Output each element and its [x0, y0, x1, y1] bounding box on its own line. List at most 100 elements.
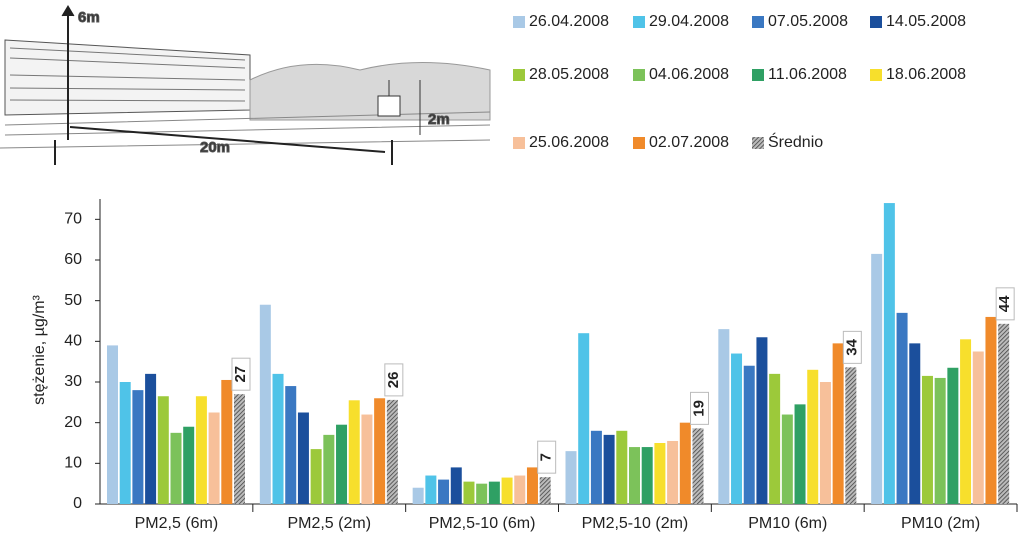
bar: [526, 467, 538, 504]
value-label: 19: [690, 400, 707, 417]
legend-swatch: [752, 137, 764, 149]
value-label-box: [690, 391, 709, 425]
bar: [896, 312, 908, 504]
bar: [998, 323, 1010, 504]
legend-label: Średnio: [768, 132, 823, 151]
value-label-box: [537, 440, 557, 474]
bar: [947, 367, 959, 504]
bar: [374, 398, 386, 504]
bar: [157, 396, 169, 504]
bar: [259, 304, 271, 504]
legend-label: 14.05.2008: [886, 13, 966, 30]
bar: [132, 390, 144, 504]
bar: [476, 483, 488, 504]
bar: [629, 447, 640, 504]
legend-label: 11.06.2008: [768, 66, 847, 83]
bar: [756, 337, 768, 504]
y-axis-label: stężenie, µg/m³: [31, 294, 48, 404]
bar: [972, 351, 984, 504]
legend-label: 25.06.2008: [529, 134, 609, 151]
value-label-box: [384, 363, 404, 397]
legend-swatch: [513, 16, 525, 28]
legend-label: 02.07.2008: [649, 134, 729, 151]
bar: [336, 424, 348, 504]
value-label-box: [231, 357, 251, 391]
bar: [183, 426, 195, 504]
value-label: 44: [996, 295, 1013, 312]
y-tick-label: 70: [64, 211, 82, 228]
x-tick-label: PM2,5 (6m): [135, 515, 219, 532]
legend-swatch: [870, 16, 882, 28]
y-tick-label: 10: [64, 455, 82, 472]
bar: [297, 412, 309, 504]
bar: [501, 477, 513, 504]
legend-swatch: [752, 16, 764, 28]
bar: [208, 412, 220, 504]
x-tick-label: PM2,5-10 (2m): [582, 515, 689, 532]
bar: [871, 253, 883, 504]
height-label: 2m: [428, 111, 450, 128]
bar: [934, 377, 946, 504]
distance-label: 20m: [200, 139, 230, 156]
legend-swatch: [633, 16, 645, 28]
bar: [603, 434, 615, 504]
bar: [463, 481, 475, 504]
y-tick-label: 30: [64, 373, 82, 390]
bar: [616, 430, 628, 504]
bar: [718, 329, 730, 504]
bar: [578, 333, 590, 504]
bar: [107, 345, 118, 504]
legend-label: 28.05.2008: [529, 66, 609, 83]
legend-label: 07.05.2008: [768, 13, 848, 30]
bar: [361, 414, 373, 504]
x-tick-label: PM10 (6m): [748, 515, 827, 532]
height-label: 6m: [78, 9, 100, 26]
y-tick-label: 0: [73, 495, 82, 512]
bar: [794, 404, 806, 504]
bar: [667, 440, 679, 504]
bar: [819, 382, 831, 504]
y-tick-label: 20: [64, 414, 82, 431]
x-tick-label: PM2,5 (2m): [287, 515, 371, 532]
bar: [221, 379, 233, 504]
value-label: 34: [843, 338, 860, 355]
bar: [743, 365, 755, 504]
bar: [883, 203, 895, 505]
y-tick-label: 40: [64, 333, 82, 350]
bar: [960, 339, 972, 504]
value-label-box: [842, 330, 862, 364]
x-tick-label: PM10 (2m): [901, 515, 980, 532]
bar: [641, 447, 653, 504]
bar: [692, 428, 704, 504]
bar: [348, 400, 360, 504]
legend-label: 26.04.2008: [529, 13, 609, 30]
legend-swatch: [513, 69, 525, 81]
bar: [450, 467, 462, 504]
bar: [412, 487, 424, 504]
legend-swatch: [633, 69, 645, 81]
bar: [832, 343, 844, 504]
bar: [514, 475, 526, 504]
bar: [731, 353, 743, 504]
bar: [119, 382, 131, 504]
value-label: 27: [232, 366, 249, 383]
legend-swatch: [752, 69, 764, 81]
bar: [909, 343, 921, 504]
legend-label: 04.06.2008: [649, 66, 729, 83]
value-label-box: [995, 287, 1015, 321]
bar: [654, 443, 666, 504]
legend-label: 18.06.2008: [886, 66, 966, 83]
bar: [272, 373, 284, 504]
value-label: 26: [385, 372, 402, 389]
bar: [195, 396, 207, 504]
y-tick-label: 60: [64, 251, 82, 268]
bar: [386, 399, 398, 504]
bar: [845, 367, 857, 504]
legend-swatch: [633, 137, 645, 149]
bar: [285, 386, 297, 504]
bar: [921, 375, 933, 504]
x-tick-label: PM2,5-10 (6m): [429, 515, 536, 532]
y-tick-label: 50: [64, 292, 82, 309]
bar: [170, 432, 182, 504]
